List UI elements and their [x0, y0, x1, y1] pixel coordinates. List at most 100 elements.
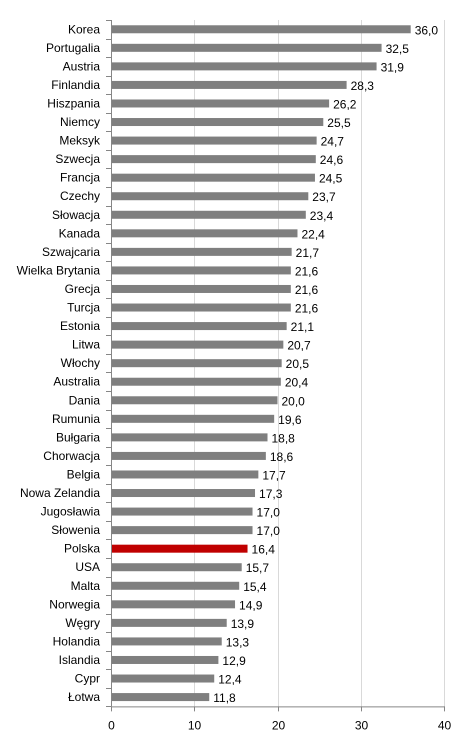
category-label: Malta — [71, 579, 101, 593]
category-label: Litwa — [72, 338, 100, 352]
value-label: 20,4 — [285, 376, 309, 390]
x-tick-label: 10 — [188, 718, 202, 732]
x-tick-label: 20 — [272, 718, 286, 732]
category-label: Rumunia — [52, 412, 100, 426]
category-label: Niemcy — [60, 115, 100, 129]
category-label: Dania — [69, 393, 101, 407]
bar — [112, 155, 316, 164]
bar — [112, 414, 275, 423]
bar — [112, 192, 309, 201]
bar — [112, 284, 291, 293]
value-label: 21,6 — [295, 283, 319, 297]
value-label: 12,4 — [218, 673, 242, 687]
bar — [112, 99, 330, 108]
bar — [112, 43, 382, 52]
bar — [112, 173, 315, 182]
bar — [112, 600, 236, 609]
bar — [112, 80, 347, 89]
bar — [112, 637, 222, 646]
value-label: 20,5 — [286, 357, 310, 371]
bar — [112, 470, 259, 479]
category-label: Norwegia — [49, 597, 100, 611]
value-label: 21,6 — [295, 264, 319, 278]
bar — [112, 693, 210, 702]
value-label: 31,9 — [381, 60, 405, 74]
value-label: 13,3 — [226, 635, 250, 649]
value-label: 20,0 — [282, 394, 306, 408]
category-label: Polska — [64, 542, 100, 556]
category-label: Słowenia — [51, 523, 100, 537]
bar — [112, 136, 317, 145]
value-label: 15,7 — [246, 561, 270, 575]
bar — [112, 451, 266, 460]
value-label: 21,1 — [291, 320, 315, 334]
category-label: Hiszpania — [47, 96, 100, 110]
bar — [112, 210, 306, 219]
x-tick-label: 30 — [355, 718, 369, 732]
bar — [112, 655, 219, 664]
bar — [112, 303, 291, 312]
value-label: 12,9 — [222, 654, 246, 668]
value-label: 36,0 — [415, 23, 439, 37]
bar — [112, 266, 291, 275]
category-label: Austria — [63, 59, 101, 73]
value-label: 20,7 — [287, 339, 311, 353]
category-label: Australia — [53, 375, 100, 389]
bar — [112, 62, 377, 71]
category-label: Turcja — [67, 301, 100, 315]
category-label: Meksyk — [59, 134, 101, 148]
bar — [112, 247, 292, 256]
category-label: Nowa Zelandia — [20, 486, 100, 500]
category-label: USA — [75, 560, 100, 574]
value-label: 17,3 — [259, 487, 283, 501]
category-label: Czechy — [60, 189, 100, 203]
bars — [112, 25, 411, 702]
value-label: 23,4 — [310, 209, 334, 223]
category-label: Francja — [60, 171, 100, 185]
category-label: Kanada — [59, 226, 101, 240]
category-label: Węgry — [65, 616, 100, 630]
category-label: Belgia — [67, 467, 101, 481]
bar — [112, 118, 324, 127]
value-label: 24,6 — [320, 153, 344, 167]
bar — [112, 359, 282, 368]
category-label: Włochy — [61, 356, 100, 370]
bar — [112, 25, 411, 34]
category-label: Holandia — [53, 634, 101, 648]
bar-highlight — [112, 544, 248, 553]
value-label: 18,8 — [272, 431, 296, 445]
category-label: Islandia — [59, 653, 101, 667]
bar — [112, 507, 253, 516]
value-label: 17,7 — [262, 468, 286, 482]
value-label: 28,3 — [351, 79, 375, 93]
bar — [112, 489, 256, 498]
value-label: 17,0 — [257, 524, 281, 538]
category-label: Finlandia — [51, 78, 100, 92]
category-label: Szwecja — [55, 152, 100, 166]
category-label: Jugosławia — [41, 505, 101, 519]
category-label: Bułgaria — [56, 430, 100, 444]
bar — [112, 581, 240, 590]
value-label: 21,7 — [296, 246, 320, 260]
category-label: Estonia — [60, 319, 100, 333]
category-label: Grecja — [65, 282, 101, 296]
axes — [106, 20, 445, 712]
bar — [112, 563, 242, 572]
category-label: Łotwa — [68, 690, 100, 704]
bar — [112, 433, 268, 442]
category-label: Cypr — [75, 672, 100, 686]
category-label: Korea — [68, 22, 100, 36]
value-label: 16,4 — [252, 543, 276, 557]
value-label: 14,9 — [239, 598, 263, 612]
value-label: 23,7 — [312, 190, 336, 204]
value-label: 19,6 — [278, 413, 302, 427]
bar — [112, 396, 278, 405]
value-label: 17,0 — [257, 506, 281, 520]
category-label: Słowacja — [52, 208, 100, 222]
value-label: 13,9 — [231, 617, 255, 631]
labels: 0 10 20 30 40 Korea 36,0 Portugalia 32,5 Austria 3… — [17, 22, 452, 732]
value-label: 32,5 — [386, 42, 410, 56]
bar — [112, 340, 284, 349]
